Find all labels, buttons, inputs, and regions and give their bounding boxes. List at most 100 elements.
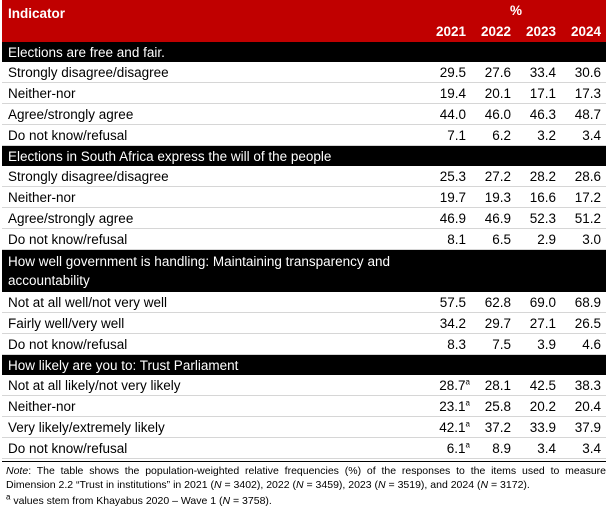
value-cell: 4.6	[561, 333, 607, 355]
value-text: 51.2	[574, 210, 602, 226]
value-cell: 42.1a	[426, 416, 471, 438]
footnote-marker: a	[465, 398, 470, 407]
value-text: 2.9	[537, 231, 556, 247]
value-cell: 20.2	[516, 395, 561, 417]
row-label: Neither-nor	[2, 395, 426, 417]
note-text: = 3519), and 2024 (	[385, 479, 481, 491]
value-text: 30.6	[574, 64, 602, 80]
note-text: = 3459), 2023 (	[303, 479, 379, 491]
table-row: Do not know/refusal 6.1a 8.9 3.4 3.4	[2, 437, 607, 459]
value-text: 28.1	[484, 377, 511, 393]
row-label: Agree/strongly agree	[2, 103, 426, 125]
table-row: Do not know/refusal 8.1 6.5 2.9 3.0	[2, 228, 607, 250]
note-text: = 3402), 2022 (	[221, 479, 296, 491]
value-cell: 20.1	[471, 82, 516, 104]
section-header-row: How well government is handling: Maintai…	[2, 249, 607, 292]
value-cell: 29.5	[426, 62, 471, 83]
section-title: How likely are you to: Trust Parliament	[2, 354, 607, 375]
value-text: 28.7	[439, 377, 466, 393]
footnote-marker: a	[465, 377, 470, 386]
note-lead: Note	[6, 465, 29, 477]
value-cell: 37.9	[561, 416, 607, 438]
row-label: Very likely/extremely likely	[2, 416, 426, 438]
footnote-marker: a	[6, 492, 11, 502]
value-text: 46.3	[529, 106, 556, 122]
row-label: Agree/strongly agree	[2, 207, 426, 229]
footnote-text: values stem from Khayabus 2020 – Wave 1 …	[10, 495, 223, 507]
value-cell: 52.3	[516, 207, 561, 229]
value-cell: 3.4	[561, 124, 607, 146]
value-cell: 33.4	[516, 62, 561, 83]
value-text: 25.8	[484, 398, 511, 414]
value-text: 28.2	[529, 168, 556, 184]
note-n: N	[213, 479, 222, 491]
value-cell: 3.4	[516, 437, 561, 459]
value-cell: 17.1	[516, 82, 561, 104]
value-cell: 62.8	[471, 292, 516, 313]
table-row: Do not know/refusal 8.3 7.5 3.9 4.6	[2, 333, 607, 355]
value-cell: 37.2	[471, 416, 516, 438]
value-cell: 28.2	[516, 166, 561, 187]
value-text: 23.1	[439, 398, 466, 414]
value-text: 34.2	[439, 315, 466, 331]
value-text: 33.4	[529, 64, 556, 80]
year-header: 2021	[435, 23, 466, 39]
percent-header: %	[510, 3, 523, 18]
note-text: = 3172).	[488, 479, 530, 491]
row-label: Do not know/refusal	[2, 437, 426, 459]
header-row-top: Indicator %	[2, 0, 607, 21]
value-cell: 6.2	[471, 124, 516, 146]
value-text: 7.1	[447, 127, 466, 143]
value-cell: 46.9	[426, 207, 471, 229]
value-cell: 7.1	[426, 124, 471, 146]
value-text: 29.7	[484, 315, 511, 331]
row-label: Not at all likely/not very likely	[2, 375, 426, 396]
value-text: 46.9	[484, 210, 511, 226]
table-body: Elections are free and fair. Strongly dis…	[2, 42, 607, 459]
value-text: 17.1	[529, 85, 556, 101]
table-row: Neither-nor 19.4 20.1 17.1 17.3	[2, 82, 607, 104]
value-text: 3.0	[582, 231, 602, 247]
footnote-text: = 3758).	[230, 495, 272, 507]
indicator-header: Indicator	[8, 6, 66, 21]
value-text: 17.3	[574, 85, 602, 101]
row-label: Do not know/refusal	[2, 333, 426, 355]
value-cell: 16.6	[516, 186, 561, 208]
value-text: 3.4	[582, 440, 602, 456]
table-row: Not at all likely/not very likely 28.7a 28…	[2, 375, 607, 396]
value-text: 19.7	[439, 189, 466, 205]
value-cell: 8.1	[426, 228, 471, 250]
value-cell: 38.3	[561, 375, 607, 396]
value-text: 69.0	[529, 294, 556, 310]
value-text: 27.1	[529, 315, 556, 331]
value-text: 20.2	[529, 398, 556, 414]
value-cell: 27.2	[471, 166, 516, 187]
table-note: Note: The table shows the population-wei…	[2, 461, 606, 492]
value-cell: 51.2	[561, 207, 607, 229]
value-cell: 44.0	[426, 103, 471, 125]
value-cell: 27.1	[516, 312, 561, 334]
row-label: Do not know/refusal	[2, 228, 426, 250]
value-cell: 46.0	[471, 103, 516, 125]
footnote-n: N	[222, 495, 231, 507]
year-header: 2022	[480, 23, 511, 39]
value-cell: 48.7	[561, 103, 607, 125]
value-cell: 3.0	[561, 228, 607, 250]
value-text: 19.4	[439, 85, 466, 101]
value-cell: 2.9	[516, 228, 561, 250]
note-n: N	[480, 479, 489, 491]
value-cell: 8.9	[471, 437, 516, 459]
value-text: 48.7	[574, 106, 602, 122]
value-cell: 17.3	[561, 82, 607, 104]
value-cell: 7.5	[471, 333, 516, 355]
value-text: 20.4	[574, 398, 602, 414]
value-text: 19.3	[484, 189, 511, 205]
value-cell: 3.9	[516, 333, 561, 355]
table-row: Neither-nor 19.7 19.3 16.6 17.2	[2, 186, 607, 208]
table-row: Very likely/extremely likely 42.1a 37.2 33.…	[2, 416, 607, 438]
value-text: 3.4	[582, 127, 602, 143]
note-text: : The table shows the population-weighte…	[6, 465, 606, 491]
value-text: 42.5	[529, 377, 556, 393]
row-label: Strongly disagree/disagree	[2, 166, 426, 187]
value-text: 16.6	[529, 189, 556, 205]
